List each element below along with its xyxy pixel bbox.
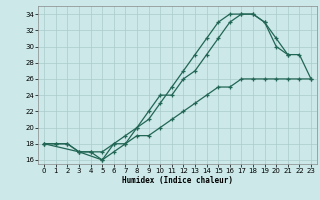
X-axis label: Humidex (Indice chaleur): Humidex (Indice chaleur) xyxy=(122,176,233,185)
